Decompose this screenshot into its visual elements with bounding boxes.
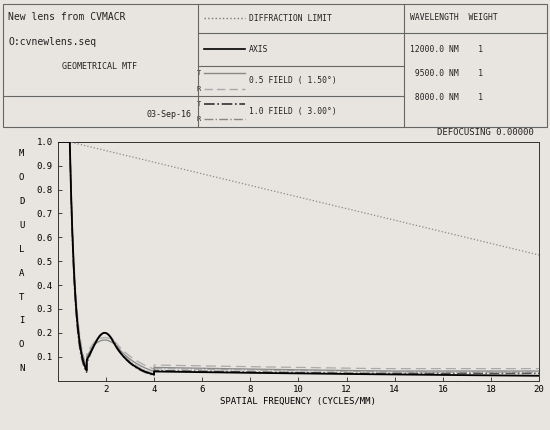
X-axis label: SPATIAL FREQUENCY (CYCLES/MM): SPATIAL FREQUENCY (CYCLES/MM) xyxy=(221,397,376,406)
Text: T: T xyxy=(196,70,201,76)
Text: R: R xyxy=(196,86,201,92)
Text: GEOMETRICAL MTF: GEOMETRICAL MTF xyxy=(62,62,136,71)
Text: New lens from CVMACR: New lens from CVMACR xyxy=(8,12,126,22)
Text: 8000.0 NM    1: 8000.0 NM 1 xyxy=(410,92,483,101)
Text: 0.5 FIELD ( 1.50°): 0.5 FIELD ( 1.50°) xyxy=(249,76,337,85)
Text: 9500.0 NM    1: 9500.0 NM 1 xyxy=(410,69,483,78)
Text: T: T xyxy=(196,101,201,107)
Text: WAVELENGTH  WEIGHT: WAVELENGTH WEIGHT xyxy=(410,12,498,22)
Text: L: L xyxy=(19,245,24,254)
Text: U: U xyxy=(19,221,24,230)
Text: 12000.0 NM    1: 12000.0 NM 1 xyxy=(410,45,483,54)
Text: A: A xyxy=(19,269,24,278)
Text: O: O xyxy=(19,340,24,349)
Text: O:cvnewlens.seq: O:cvnewlens.seq xyxy=(8,37,96,47)
Text: DIFFRACTION LIMIT: DIFFRACTION LIMIT xyxy=(249,14,332,23)
Text: AXIS: AXIS xyxy=(249,45,268,54)
Text: 03-Sep-16: 03-Sep-16 xyxy=(146,110,191,119)
Text: D: D xyxy=(19,197,24,206)
Text: N: N xyxy=(19,364,24,373)
Text: DEFOCUSING 0.00000: DEFOCUSING 0.00000 xyxy=(437,128,534,137)
Text: M: M xyxy=(19,149,24,158)
Text: O: O xyxy=(19,173,24,182)
Text: 1.0 FIELD ( 3.00°): 1.0 FIELD ( 3.00°) xyxy=(249,107,337,116)
Text: I: I xyxy=(19,316,24,326)
Text: R: R xyxy=(196,117,201,123)
Text: T: T xyxy=(19,292,24,301)
